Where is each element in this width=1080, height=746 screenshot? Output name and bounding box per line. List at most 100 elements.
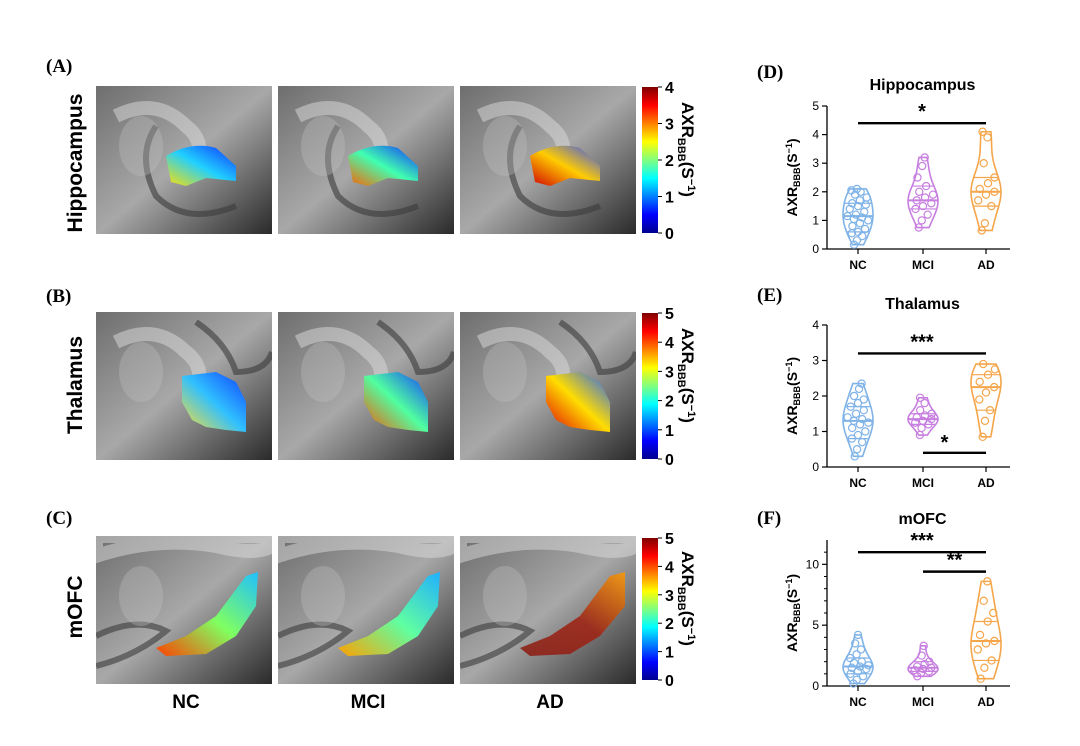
- x-tick-label: NC: [849, 258, 867, 272]
- x-tick-label: MCI: [912, 258, 934, 272]
- colorbar-tick-label: 3: [665, 364, 674, 381]
- data-point: [985, 406, 995, 415]
- svg-text:AXRBBB(S−1): AXRBBB(S−1): [675, 102, 697, 197]
- data-point: [981, 639, 991, 648]
- data-point: [850, 639, 860, 648]
- data-point: [854, 384, 864, 394]
- data-point: [927, 409, 936, 418]
- panel-label-f: (F): [757, 508, 782, 529]
- data-point: [980, 219, 990, 228]
- data-point: [859, 395, 868, 404]
- data-point: [920, 193, 930, 202]
- data-point: [857, 379, 866, 388]
- data-point: [862, 193, 871, 202]
- y-tick-label: 1: [812, 213, 819, 227]
- data-point: [918, 161, 927, 171]
- violin-ad: [970, 363, 1002, 438]
- data-point: [853, 227, 863, 237]
- data-point: [915, 393, 925, 402]
- data-point: [855, 662, 865, 671]
- colorbar-tick-label: 5: [665, 532, 674, 548]
- data-point: [849, 240, 859, 249]
- y-tick-label: 4: [812, 318, 819, 332]
- mri-slice: [96, 86, 272, 234]
- chart-title: Hippocampus: [870, 77, 976, 94]
- violin-nc: [842, 382, 874, 458]
- data-point: [915, 187, 924, 196]
- colorbar-tick-label: 2: [665, 394, 674, 411]
- data-point: [852, 650, 861, 659]
- colorbar-tick-label: 1: [665, 190, 674, 207]
- data-point: [925, 657, 934, 666]
- y-tick-label: 2: [812, 185, 819, 199]
- svg-text:AXRBBB(S−1): AXRBBB(S−1): [675, 551, 697, 646]
- data-point: [853, 630, 863, 640]
- data-point: [855, 420, 865, 429]
- chart-title: mOFC: [899, 511, 947, 528]
- data-point: [920, 659, 929, 669]
- data-point: [857, 231, 867, 241]
- data-point: [912, 413, 921, 422]
- data-point: [914, 223, 923, 232]
- mri-slice: [460, 312, 636, 460]
- data-point: [928, 190, 938, 199]
- data-point: [846, 402, 855, 411]
- data-point: [990, 173, 999, 182]
- y-tick-label: 0: [812, 679, 819, 693]
- x-tick-label: NC: [849, 695, 867, 709]
- data-point: [975, 630, 985, 640]
- mri-slice: [460, 86, 636, 234]
- data-point: [981, 388, 991, 397]
- data-point: [857, 657, 866, 666]
- col-label-nc: NC: [172, 692, 200, 713]
- y-axis-label: AXRBBB(S−1): [784, 357, 802, 435]
- violin-ad: [970, 130, 1002, 232]
- violin-mci: [907, 156, 939, 229]
- data-point: [987, 201, 996, 211]
- data-point: [917, 423, 926, 433]
- panel-label-b: (B): [46, 286, 72, 307]
- mri-slice: [278, 312, 454, 460]
- y-tick-label: 0: [812, 242, 819, 256]
- data-point: [918, 416, 928, 426]
- data-point: [852, 675, 861, 685]
- data-point: [919, 641, 928, 651]
- y-tick-label: 3: [812, 354, 819, 368]
- colorbar-tick-label: 2: [665, 153, 674, 170]
- data-point: [983, 370, 993, 379]
- data-point: [983, 179, 993, 188]
- data-point: [864, 661, 873, 670]
- colorbar-axis-label: AXRBBB(S−1): [675, 328, 697, 423]
- data-point: [927, 199, 936, 208]
- data-point: [858, 672, 868, 681]
- data-point: [990, 187, 999, 196]
- data-point: [979, 158, 988, 168]
- data-point: [857, 437, 867, 447]
- data-point: [847, 423, 857, 433]
- colorbar-axis-label: AXRBBB(S−1): [675, 551, 697, 646]
- colorbar-tick-label: 4: [665, 335, 674, 352]
- data-point: [852, 445, 862, 454]
- data-point: [987, 656, 996, 665]
- data-point: [853, 667, 863, 676]
- significance-label: ***: [910, 530, 934, 552]
- data-point: [923, 210, 932, 219]
- x-tick-label: MCI: [912, 695, 934, 709]
- data-point: [911, 204, 920, 214]
- data-point: [920, 398, 929, 408]
- data-point: [848, 199, 857, 208]
- data-point: [859, 406, 869, 415]
- data-point: [975, 395, 984, 404]
- data-point: [979, 359, 988, 369]
- colorbar-tick-label: 0: [665, 673, 674, 690]
- data-point: [913, 173, 922, 182]
- data-point: [918, 201, 928, 211]
- panel-label-e: (E): [757, 285, 783, 306]
- panel-label-a: (A): [46, 56, 73, 77]
- data-point: [980, 416, 990, 426]
- x-tick-label: AD: [977, 258, 995, 272]
- significance-label: **: [947, 550, 963, 572]
- data-point: [977, 226, 986, 235]
- x-tick-label: MCI: [912, 476, 934, 490]
